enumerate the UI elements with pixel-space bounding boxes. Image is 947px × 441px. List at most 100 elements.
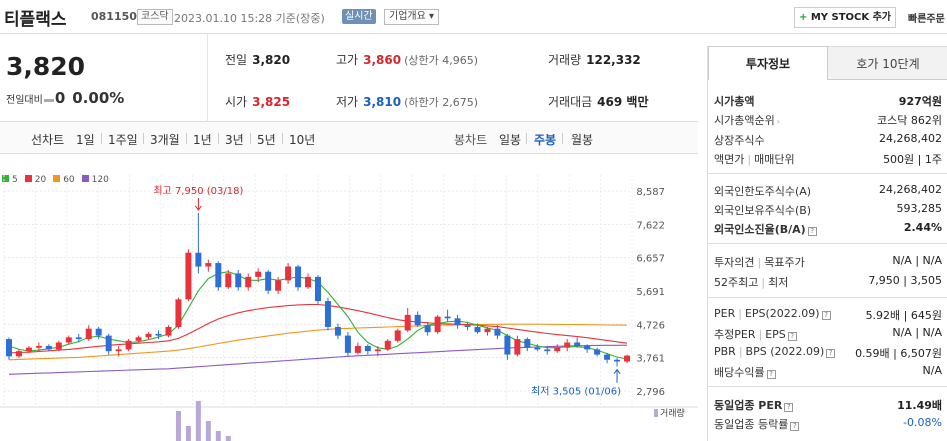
candle-body	[125, 340, 132, 350]
pbr-label-2: BPS (2022.09)	[745, 345, 825, 358]
candle-body	[564, 342, 571, 348]
candle-body	[594, 349, 601, 355]
candle-body	[105, 335, 112, 352]
prev-close: 전일 3,820	[225, 51, 290, 68]
par-value-label: 액면가 | 매매단위	[714, 153, 795, 166]
separator	[250, 133, 251, 144]
period-1w[interactable]: 1주일	[108, 133, 138, 147]
candle-weekly[interactable]: 주봉	[534, 133, 557, 147]
opinion-row: 투자의견 | 목표주가 N/A | N/A	[714, 254, 947, 270]
separator: |	[738, 345, 743, 358]
period-1d[interactable]: 1일	[76, 133, 95, 147]
pbr-label-1: PBR	[714, 345, 736, 358]
candle-body	[584, 345, 591, 350]
candle-body	[444, 316, 451, 319]
divider	[708, 173, 947, 174]
par-value-value: 500원 | 1주	[883, 153, 942, 166]
amount-label: 거래대금	[548, 95, 593, 109]
candle-body	[185, 252, 192, 300]
legend-ma20-swatch	[24, 175, 32, 182]
volume-bar	[225, 436, 231, 441]
flat-icon	[43, 98, 54, 102]
help-icon[interactable]: ?	[784, 403, 794, 412]
foreign-rate-value: 2.44%	[903, 221, 942, 234]
change-label: 전일대비	[6, 95, 43, 106]
market-cap-row: 시가총액 927억원	[714, 93, 947, 109]
separator: |	[738, 307, 742, 320]
legend-ma5: 5	[2, 175, 18, 185]
period-3y[interactable]: 3년	[225, 133, 244, 147]
candle-body	[404, 314, 411, 331]
help-icon[interactable]: ?	[826, 349, 836, 358]
open-price: 시가 3,825	[225, 93, 290, 110]
period-1y[interactable]: 1년	[193, 133, 212, 147]
period-3m[interactable]: 3개월	[150, 133, 180, 147]
opinion-label: 투자의견 | 목표주가	[714, 256, 805, 269]
realtime-badge[interactable]: 실시간	[342, 9, 376, 24]
candle-body	[315, 276, 321, 302]
y-tick-label: 2,796	[636, 387, 665, 398]
candle-body	[25, 347, 32, 352]
listed-shares-label: 상장주식수	[714, 134, 765, 147]
add-mystock-label: MY STOCK 추가	[810, 12, 892, 23]
quick-order-link[interactable]: 빠른주문	[908, 14, 945, 25]
ma60-line	[8, 323, 628, 361]
candle-body	[245, 276, 252, 288]
tab-investment-info[interactable]: 투자정보	[708, 46, 828, 80]
low-annotation: 최저 3,505 (01/06)	[531, 386, 621, 398]
company-info-button[interactable]: 기업개요 ▾	[384, 9, 439, 25]
candle-body	[614, 359, 621, 362]
help-icon[interactable]: ?	[787, 332, 797, 341]
divider	[207, 34, 208, 122]
foreign-limit-value: 24,268,402	[879, 183, 942, 196]
dividend-value: N/A	[922, 364, 942, 377]
market-badge: 코스닥	[137, 9, 173, 25]
change-value: 0	[54, 89, 66, 107]
legend-ma120-swatch	[81, 175, 89, 182]
candle-body	[604, 354, 611, 360]
help-icon[interactable]: ?	[790, 422, 800, 431]
dividend-label: 배당수익률	[714, 366, 765, 379]
week52-label: 52주최고 | 최저	[714, 276, 788, 289]
separator	[218, 133, 219, 144]
price-chart[interactable]: 5 20 60 120 8,587 7,622 6,657 5,691 4,726 3,761 2…	[0, 155, 698, 441]
help-icon[interactable]: ?	[766, 370, 776, 379]
add-mystock-button[interactable]: + MY STOCK 추가	[794, 7, 896, 28]
legend-ma60-label: 60	[63, 175, 75, 185]
info-arrow-icon[interactable]: ›	[776, 117, 780, 126]
high-arrow-head	[194, 205, 202, 211]
candle-body	[175, 299, 182, 327]
stock-code: 081150	[91, 10, 137, 23]
foreign-limit-label: 외국인한도주식수(A)	[714, 185, 812, 198]
candle-body	[624, 355, 631, 362]
tab-quote-10[interactable]: 호가 10단계	[828, 46, 947, 80]
candle-body	[65, 337, 72, 343]
candle-body	[295, 266, 302, 288]
pbr-row: PBR | BPS (2022.09)? 0.59배 | 6,507원	[714, 345, 947, 360]
volume-value: 122,332	[586, 53, 641, 67]
candle-body	[135, 337, 142, 341]
candle-monthly[interactable]: 월봉	[571, 133, 594, 147]
price-summary: 3,820 전일대비 0 0.00% 전일 3,820 고가 3,860 (상한가 4,…	[0, 34, 698, 122]
candle-body	[554, 347, 561, 352]
help-icon[interactable]: ?	[821, 311, 831, 320]
change-rate: 0.00%	[72, 89, 125, 107]
candle-daily[interactable]: 일봉	[499, 133, 522, 147]
candle-body	[494, 328, 501, 336]
candle-body	[414, 314, 421, 326]
open-label: 시가	[225, 95, 248, 109]
divider	[708, 386, 947, 387]
candle-body	[235, 273, 242, 288]
y-tick-label: 7,622	[636, 220, 665, 231]
candle-body	[464, 325, 471, 327]
help-icon[interactable]: ?	[807, 227, 817, 236]
candle-body	[115, 349, 122, 352]
week52-label-2: 최저	[768, 276, 789, 289]
candle-body	[334, 326, 341, 336]
opinion-value: N/A | N/A	[892, 254, 942, 267]
candle-body	[285, 266, 292, 281]
period-5y[interactable]: 5년	[257, 133, 276, 147]
period-10y[interactable]: 10년	[289, 133, 316, 147]
candle-body	[45, 345, 52, 350]
high-value: 3,860	[363, 53, 402, 67]
